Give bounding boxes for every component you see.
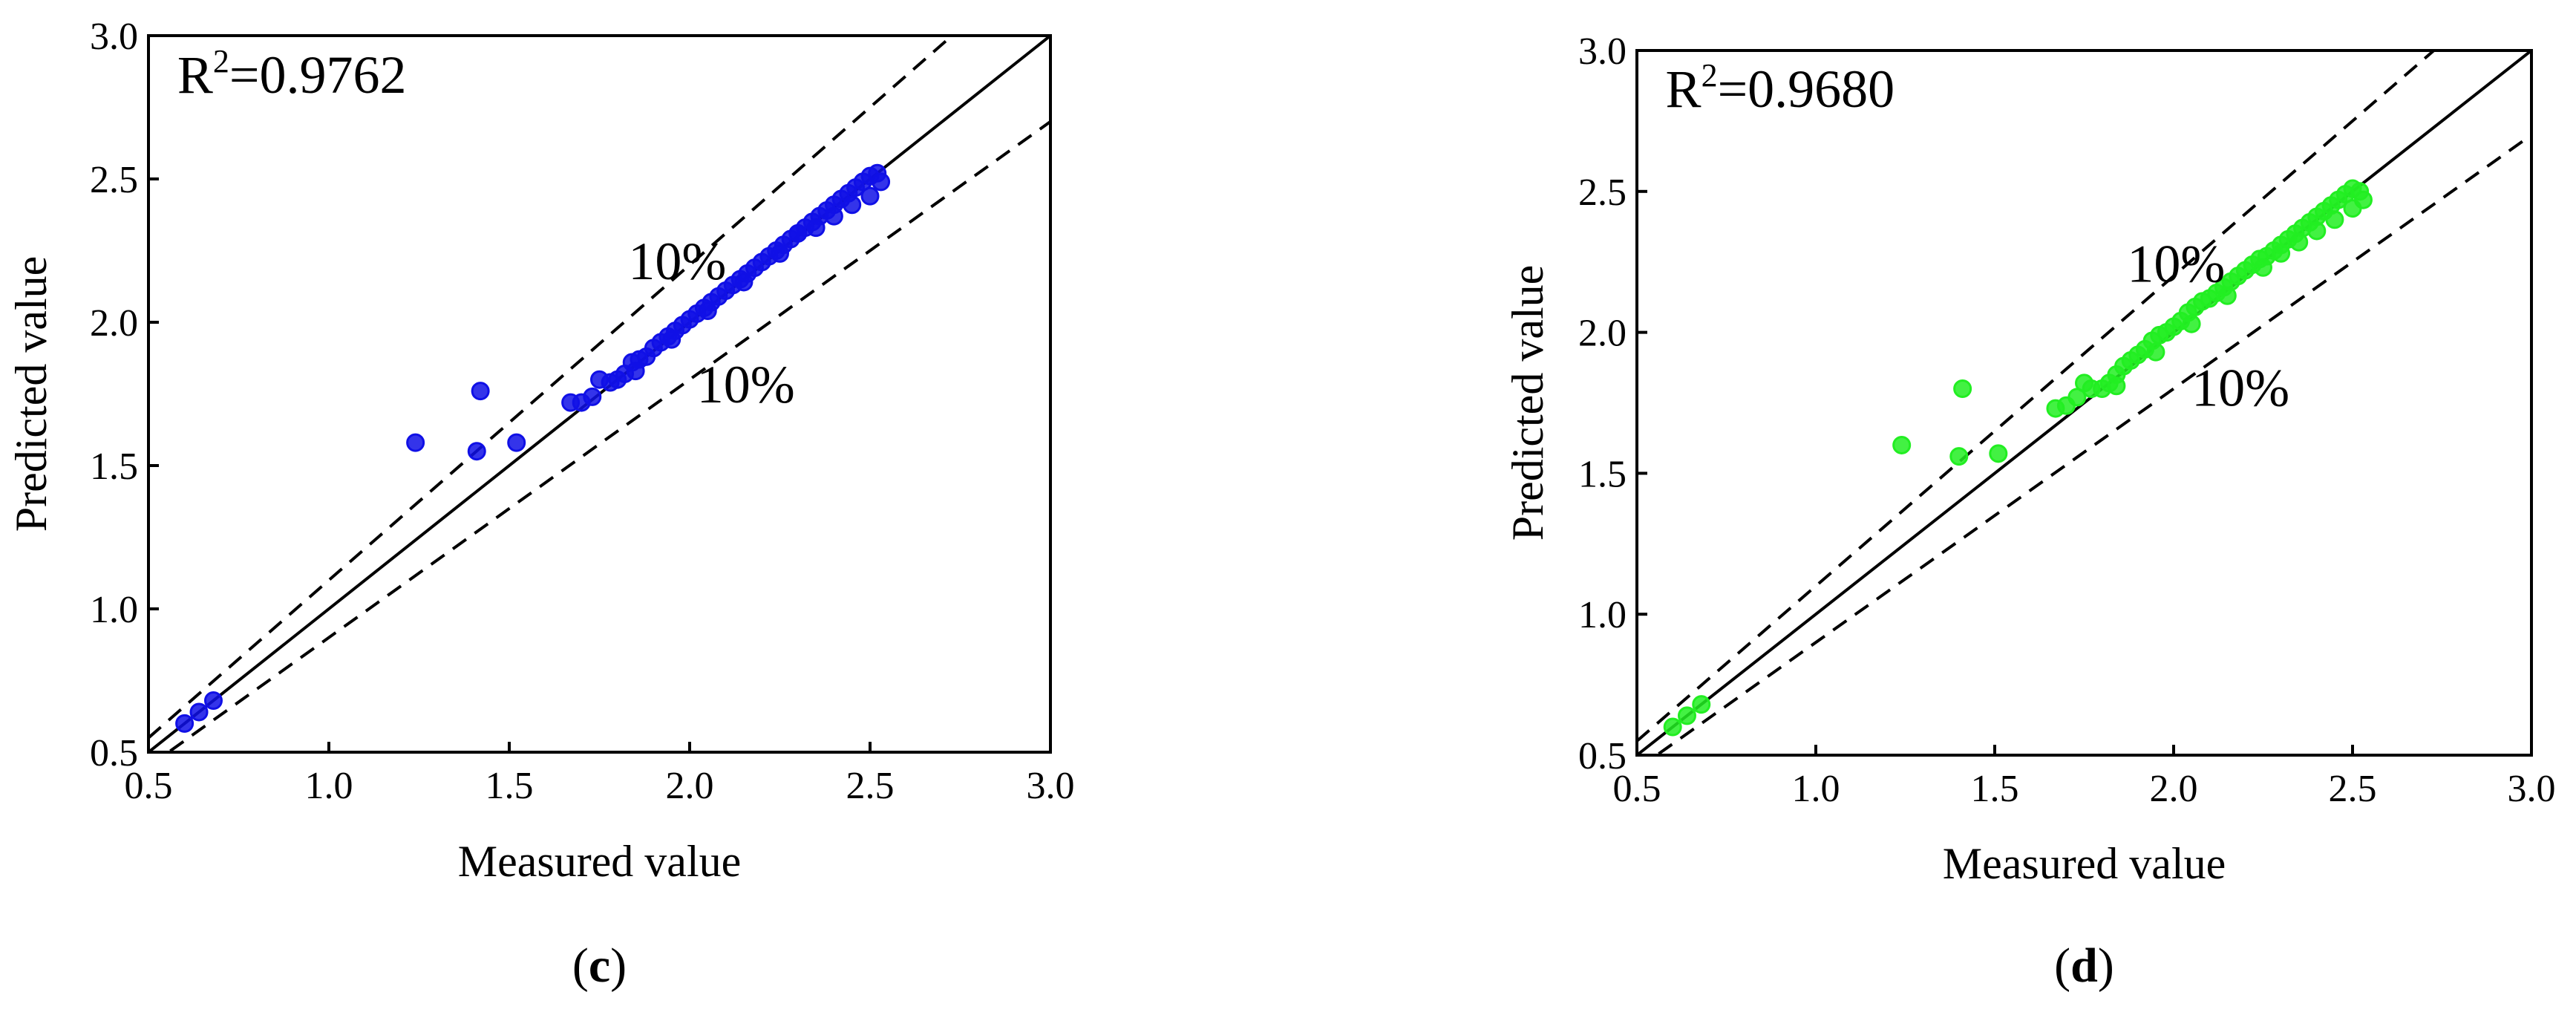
data-point: [1677, 706, 1696, 725]
x-tick-label: 0.5: [125, 765, 173, 807]
upper-10pct-line: [1637, 50, 2436, 743]
data-point: [467, 442, 486, 461]
x-axis-title: Measured value: [458, 837, 742, 886]
y-axis-ticks: 0.5 1.0 1.5 2.0 2.5 3.0: [1578, 30, 1647, 777]
y-tick-label: 0.5: [90, 732, 138, 774]
x-axis-title: Measured value: [1943, 839, 2226, 888]
y-tick-label: 2.5: [1578, 172, 1627, 214]
data-point: [583, 387, 602, 406]
x-tick-label: 1.5: [1971, 768, 2019, 810]
data-point: [1949, 447, 1969, 466]
data-point: [1692, 695, 1711, 714]
x-tick-label: 2.0: [666, 765, 714, 807]
y-axis-ticks: 0.5 1.0 1.5 2.0 2.5 3.0: [90, 16, 159, 774]
upper-10pct-line: [148, 36, 955, 740]
plot-frame: [1635, 49, 2533, 757]
data-point: [2254, 258, 2272, 277]
x-axis-ticks: 0.5 1.0 1.5 2.0 2.5 3.0: [125, 742, 1075, 807]
upper-band-label: 10%: [628, 232, 726, 291]
plot-frame: [147, 34, 1052, 754]
panel-c: 0.5 1.0 1.5 2.0 2.5 3.0 0.5 1.0 1.5 2.0 2.5 3.0 R2…: [7, 16, 1075, 993]
data-point: [860, 186, 880, 206]
data-point: [734, 273, 753, 292]
panel-label: (d): [2054, 939, 2114, 993]
data-point: [872, 172, 891, 192]
data-point: [1892, 435, 1912, 454]
data-point: [824, 206, 843, 226]
data-point: [2182, 314, 2201, 333]
data-point: [406, 433, 425, 452]
x-tick-label: 3.0: [1027, 765, 1075, 807]
upper-band-label: 10%: [2127, 234, 2225, 293]
data-point: [175, 714, 194, 733]
data-point: [2272, 244, 2291, 263]
x-tick-label: 3.0: [2508, 768, 2556, 810]
data-point: [2067, 388, 2087, 407]
data-point: [2146, 342, 2165, 362]
x-tick-label: 0.5: [1613, 768, 1661, 810]
data-point: [1663, 717, 1682, 737]
y-axis-title: Predicted value: [7, 256, 56, 532]
data-point: [2217, 286, 2237, 305]
data-point: [2107, 376, 2126, 396]
lower-10pct-line: [166, 120, 1050, 752]
x-tick-label: 2.5: [846, 765, 895, 807]
data-point: [2353, 190, 2373, 209]
data-point: [1989, 444, 2008, 463]
panel-d: 0.5 1.0 1.5 2.0 2.5 3.0 0.5 1.0 1.5 2.0 2.5 3.0 R2…: [1503, 30, 2556, 993]
y-tick-label: 1.0: [90, 589, 138, 631]
data-point: [626, 362, 645, 381]
y-tick-label: 1.5: [90, 446, 138, 488]
y-tick-label: 1.0: [1578, 594, 1627, 636]
lower-band-label: 10%: [2191, 358, 2289, 417]
data-point: [2307, 221, 2327, 241]
y-tick-label: 0.5: [1578, 735, 1627, 777]
x-tick-label: 1.0: [1792, 768, 1840, 810]
x-tick-label: 1.5: [486, 765, 534, 807]
data-point: [507, 433, 526, 452]
r-squared-annotation: R2=0.9680: [1666, 57, 1895, 119]
x-tick-label: 1.0: [305, 765, 353, 807]
y-axis-title: Predicted value: [1503, 265, 1552, 541]
data-point: [662, 330, 681, 349]
data-point: [2325, 210, 2344, 229]
y-tick-label: 2.5: [90, 159, 138, 201]
panel-label: (c): [572, 939, 627, 993]
y-tick-label: 3.0: [90, 16, 138, 58]
data-point: [806, 218, 826, 238]
data-point: [771, 244, 789, 263]
data-point: [2289, 232, 2309, 252]
y-tick-label: 2.0: [1578, 313, 1627, 355]
y-tick-label: 3.0: [1578, 30, 1627, 73]
lower-band-label: 10%: [697, 355, 795, 414]
x-tick-label: 2.0: [2150, 768, 2198, 810]
lower-10pct-line: [1654, 134, 2531, 755]
data-point: [843, 195, 862, 215]
r-squared-annotation: R2=0.9762: [177, 43, 407, 105]
data-point: [471, 382, 490, 401]
data-points: [1663, 179, 2373, 737]
data-points: [175, 163, 891, 733]
x-axis-ticks: 0.5 1.0 1.5 2.0 2.5 3.0: [1613, 745, 2556, 810]
y-tick-label: 2.0: [90, 302, 138, 345]
data-point: [698, 301, 717, 321]
data-point: [788, 223, 808, 243]
data-point: [203, 691, 223, 711]
data-point: [189, 702, 209, 722]
y-tick-label: 1.5: [1578, 453, 1627, 495]
data-point: [1953, 379, 1972, 399]
x-tick-label: 2.5: [2329, 768, 2377, 810]
